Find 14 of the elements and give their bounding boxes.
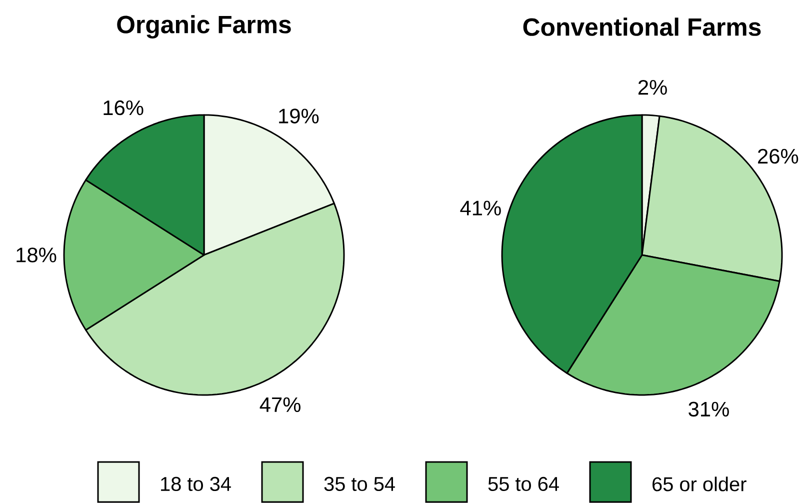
data-label: 19%	[279, 108, 319, 124]
legend-label: 35 to 54	[324, 476, 395, 492]
legend-label: 65 or older	[652, 476, 746, 492]
chart-title: Organic Farms	[117, 15, 291, 38]
data-label: 41%	[460, 200, 501, 216]
data-label: 16%	[104, 100, 144, 116]
data-label: 26%	[758, 148, 798, 164]
data-label: 18%	[16, 248, 56, 262]
legend-label: 55 to 64	[488, 476, 559, 492]
chart-title: Conventional Farms	[523, 18, 761, 36]
data-label: 2%	[638, 80, 667, 95]
legend-label: 18 to 34	[161, 476, 231, 492]
data-label: 31%	[688, 402, 729, 417]
data-label: 47%	[260, 397, 300, 412]
